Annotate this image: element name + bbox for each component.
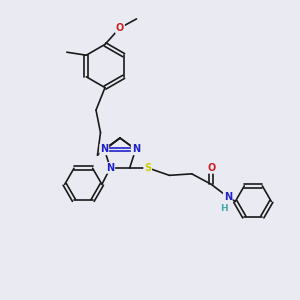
Text: H: H	[220, 204, 228, 213]
Text: S: S	[144, 163, 151, 173]
Text: O: O	[207, 163, 215, 173]
Text: N: N	[106, 163, 114, 173]
Text: N: N	[100, 144, 108, 154]
Text: N: N	[224, 192, 232, 202]
Text: N: N	[132, 144, 140, 154]
Text: O: O	[116, 23, 124, 33]
